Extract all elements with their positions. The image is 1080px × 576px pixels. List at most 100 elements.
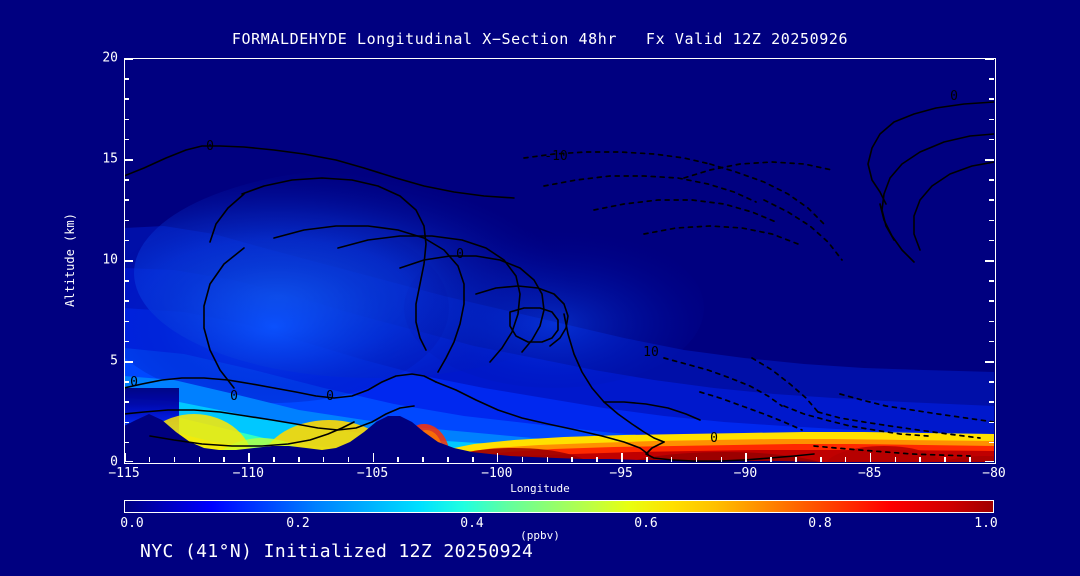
y-tick-minor <box>124 421 129 424</box>
y-tick-minor <box>124 138 129 141</box>
contour-label: 0 <box>326 389 334 404</box>
y-tick-minor <box>124 98 129 100</box>
colorbar[interactable] <box>124 500 994 513</box>
x-tick-minor <box>273 457 275 462</box>
y-axis-title: Altitude (km) <box>63 213 77 307</box>
colorbar-tick-label: 0.8 <box>808 516 832 531</box>
x-tick-minor <box>298 457 300 462</box>
y-tick-minor <box>989 441 994 444</box>
y-tick-label: 15 <box>102 151 118 167</box>
x-tick-minor <box>944 457 946 462</box>
colorbar-tick-label: 0.4 <box>460 516 484 531</box>
figure-title: FORMALDEHYDE Longitudinal X−Section 48hr… <box>231 30 849 48</box>
x-tick-major <box>621 453 623 462</box>
x-tick-major <box>496 453 499 462</box>
y-tick-major <box>985 159 994 161</box>
contour-label: -10 <box>544 149 567 164</box>
x-tick-minor <box>670 457 673 462</box>
figure-caption: NYC (41°N) Initialized 12Z 20250924 <box>140 541 534 562</box>
y-tick-minor <box>124 401 129 403</box>
colorbar-units-label: (ppbv) <box>520 529 560 542</box>
y-tick-minor <box>989 340 994 343</box>
x-tick-minor <box>919 457 921 462</box>
x-tick-minor <box>472 457 474 462</box>
y-tick-minor <box>124 441 129 444</box>
concentration-field <box>124 58 994 462</box>
x-tick-label: −95 <box>609 466 633 481</box>
x-tick-minor <box>322 457 325 462</box>
x-tick-minor <box>571 457 573 462</box>
cross-section-plot[interactable]: 0 -10 0 10 0 0 0 0 0 <box>124 58 994 462</box>
y-tick-minor <box>989 300 994 302</box>
y-tick-major <box>124 260 133 262</box>
x-tick-minor <box>894 457 897 462</box>
y-tick-major <box>985 361 994 363</box>
y-tick-minor <box>124 340 129 343</box>
x-tick-label: −115 <box>108 466 140 481</box>
x-tick-minor <box>447 457 449 462</box>
y-tick-major <box>124 58 133 60</box>
y-tick-minor <box>124 300 129 302</box>
y-tick-minor <box>124 219 129 222</box>
x-tick-minor <box>223 457 225 462</box>
y-tick-minor <box>124 320 129 323</box>
x-tick-label: −105 <box>356 466 389 481</box>
y-tick-minor <box>989 138 994 141</box>
y-tick-minor <box>989 320 994 323</box>
y-tick-minor <box>124 381 129 383</box>
contour-label: 0 <box>130 375 138 390</box>
x-tick-minor <box>969 457 971 462</box>
contour-label: 0 <box>950 89 958 104</box>
x-axis-title: Longitude <box>510 482 570 495</box>
x-tick-major <box>869 453 872 462</box>
colorbar-tick-label: 1.0 <box>974 516 998 531</box>
contour-label: 0 <box>206 139 214 154</box>
x-tick-minor <box>820 457 822 462</box>
y-tick-minor <box>989 381 994 383</box>
y-tick-minor <box>124 118 129 121</box>
colorbar-tick-label: 0.6 <box>634 516 658 531</box>
x-tick-minor <box>198 457 201 462</box>
temperature-contours: 0 -10 0 10 0 0 0 0 0 <box>124 89 994 462</box>
x-tick-minor <box>397 457 399 462</box>
x-tick-minor <box>422 457 424 462</box>
x-tick-minor <box>521 457 524 462</box>
y-tick-major <box>124 361 133 363</box>
x-tick-minor <box>770 457 772 462</box>
y-tick-minor <box>124 280 129 282</box>
x-tick-minor <box>596 457 598 462</box>
x-tick-minor <box>347 457 350 462</box>
colorbar-tick-label: 0.0 <box>120 516 144 531</box>
x-tick-major <box>745 453 747 462</box>
y-tick-minor <box>989 118 994 121</box>
y-tick-major <box>985 260 994 262</box>
y-tick-minor <box>989 239 994 242</box>
y-tick-minor <box>124 78 129 80</box>
y-tick-major <box>985 460 994 462</box>
y-tick-minor <box>989 199 994 201</box>
x-tick-minor <box>795 457 797 462</box>
y-tick-minor <box>989 78 994 80</box>
x-tick-label: −100 <box>481 466 513 481</box>
x-tick-minor <box>844 457 847 462</box>
x-tick-minor <box>546 457 549 462</box>
y-tick-minor <box>989 280 994 282</box>
y-tick-minor <box>124 199 129 201</box>
x-tick-label: −90 <box>733 466 758 481</box>
x-tick-minor <box>646 457 648 462</box>
x-tick-minor <box>173 457 176 462</box>
colorbar-tick-label: 0.2 <box>286 516 310 531</box>
x-tick-major <box>248 453 250 462</box>
y-tick-minor <box>989 179 994 181</box>
x-tick-minor <box>720 457 723 462</box>
y-tick-major <box>985 58 994 60</box>
y-tick-major <box>124 159 133 161</box>
y-tick-minor <box>124 239 129 242</box>
x-tick-label: −85 <box>857 466 882 481</box>
y-tick-minor <box>989 219 994 222</box>
y-tick-label: 10 <box>102 252 118 268</box>
contour-label: 0 <box>710 431 718 446</box>
y-tick-label: 0 <box>110 454 118 470</box>
y-tick-label: 5 <box>110 353 118 369</box>
